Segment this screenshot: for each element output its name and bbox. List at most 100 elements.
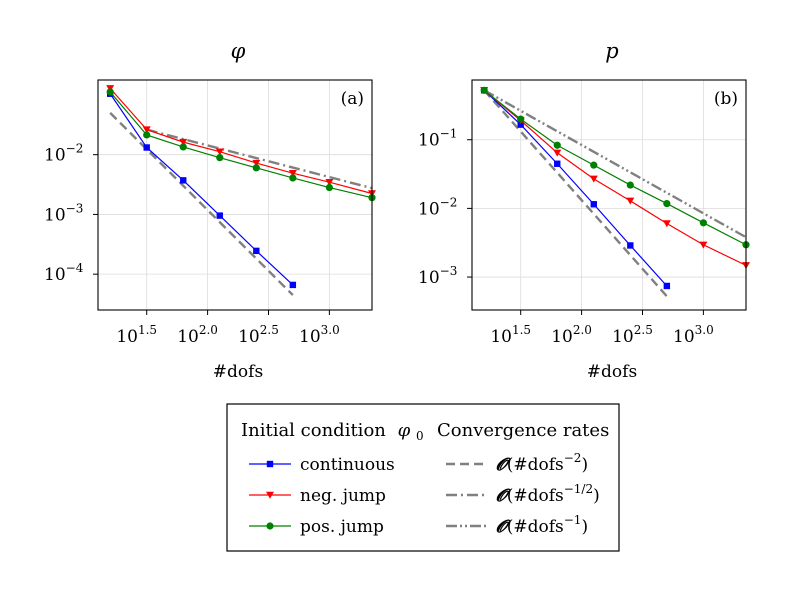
data-point (179, 138, 188, 146)
data-point (626, 181, 634, 189)
reference-line (109, 112, 294, 296)
y-tick-label-base: 10 (44, 205, 66, 225)
y-tick-label-exp: −3 (440, 264, 458, 278)
data-point (179, 143, 187, 151)
data-point (180, 177, 187, 184)
series-line (109, 93, 294, 286)
x-tick-label: 101.5 (116, 323, 157, 347)
legend-title-left-text: Initial condition (241, 420, 386, 441)
data-point (553, 149, 562, 157)
y-tick-label: 10−3 (418, 264, 457, 288)
x-tick-label-base: 10 (177, 327, 199, 347)
data-point (325, 183, 333, 192)
legend-frame (226, 403, 620, 552)
legend-entry-close: ) (593, 486, 600, 506)
x-tick-label: 102.0 (177, 323, 218, 347)
reference-line (146, 128, 373, 190)
y-tick-label-base: 10 (44, 265, 66, 285)
x-tick-label: 101.5 (490, 323, 531, 347)
legend-entry-label: 𝓞(#dofs−1) (496, 513, 588, 537)
x-tick-label-exp: 3.0 (695, 323, 714, 337)
y-tick-label: 10−2 (44, 142, 83, 166)
legend-right-entries: 𝓞(#dofs−2) 𝓞(#dofs−1/2) 𝓞(#dofs−1) (446, 451, 600, 537)
data-point (143, 144, 150, 151)
legend-entry-exp: −1/2 (564, 482, 593, 496)
x-tick-label-exp: 1.5 (138, 323, 157, 337)
data-point (289, 174, 297, 182)
data-point (288, 169, 297, 177)
legend-entry-close: ) (581, 517, 588, 537)
series-line (109, 91, 373, 199)
data-point (252, 164, 260, 172)
legend-title-left: Initial condition φ 0 (241, 420, 424, 443)
y-tick-label-base: 10 (418, 268, 440, 288)
legend-title-right: Convergence rates (437, 420, 609, 441)
x-tick-label-exp: 2.5 (260, 323, 279, 337)
x-tick-label-base: 10 (612, 327, 634, 347)
y-tick-label: 10−3 (44, 201, 83, 225)
data-point (289, 281, 297, 289)
x-tick-label-base: 10 (551, 327, 573, 347)
y-tick-label-exp: −2 (66, 142, 84, 156)
y-tick-label-base: 10 (418, 131, 440, 151)
legend-marker-swatch (266, 522, 274, 530)
data-point (626, 197, 635, 205)
y-tick-label-base: 10 (418, 199, 440, 219)
legend-entry-exp: −2 (564, 451, 582, 465)
data-point (589, 175, 598, 183)
data-point (663, 282, 671, 290)
legend-entry-label: continuous (300, 455, 395, 475)
data-point (252, 159, 261, 167)
data-point (216, 212, 223, 219)
x-tick-label: 103.0 (299, 323, 340, 347)
data-point (517, 115, 525, 123)
data-point (663, 199, 671, 208)
series-line (109, 87, 373, 195)
x-axis-label: #dofs (213, 362, 263, 382)
y-tick-label: 10−2 (418, 195, 457, 219)
panel-label: (a) (341, 89, 364, 109)
legend-entry-label: 𝓞(#dofs−1/2) (496, 482, 600, 506)
x-tick-label-base: 10 (116, 327, 138, 347)
x-tick-label-exp: 2.5 (634, 323, 653, 337)
reference-line (483, 89, 668, 298)
data-point (480, 86, 488, 94)
y-tick-label: 10−4 (44, 261, 84, 285)
x-axis-label: #dofs (587, 362, 637, 382)
y-tick-label-exp: −3 (66, 201, 84, 215)
data-point (143, 131, 151, 139)
series-line (483, 89, 747, 246)
data-point (553, 141, 561, 149)
axes-frame (471, 79, 747, 311)
legend-title-left-subscript: 0 (416, 429, 424, 443)
x-tick-label-base: 10 (299, 327, 321, 347)
panel-title: p (605, 39, 618, 63)
legend-marker-swatch (266, 460, 274, 468)
legend-title-left-symbol: φ (398, 420, 411, 441)
panel-title: φ (231, 39, 246, 63)
x-tick-label-exp: 2.0 (199, 323, 218, 337)
y-tick-label-exp: −2 (440, 195, 458, 209)
panel-phi: φ #dofs 101.5 102.0 102.5 103.010−210−310−4… (44, 39, 376, 382)
axes-frame (97, 79, 373, 311)
data-point (590, 161, 598, 169)
x-tick-label: 102.5 (612, 323, 653, 347)
data-point (590, 201, 597, 208)
legend-entry-close: ) (581, 455, 588, 475)
data-point (216, 154, 224, 162)
series-line (483, 89, 668, 287)
panel-p: p #dofs 101.5 102.0 102.5 103.010−110−210−3… (418, 39, 750, 382)
y-tick-label-base: 10 (44, 146, 66, 166)
x-tick-label-exp: 2.0 (573, 323, 592, 337)
data-point (699, 241, 708, 249)
legend-entry-label: pos. jump (300, 517, 384, 537)
x-tick-label-exp: 1.5 (512, 323, 531, 337)
data-point (325, 178, 334, 186)
y-tick-label: 10−1 (418, 127, 457, 151)
x-tick-label-exp: 3.0 (321, 323, 340, 337)
x-tick-label: 102.5 (238, 323, 279, 347)
data-point (662, 220, 671, 228)
data-point (253, 247, 260, 255)
data-point (699, 219, 707, 227)
data-point (215, 148, 224, 156)
